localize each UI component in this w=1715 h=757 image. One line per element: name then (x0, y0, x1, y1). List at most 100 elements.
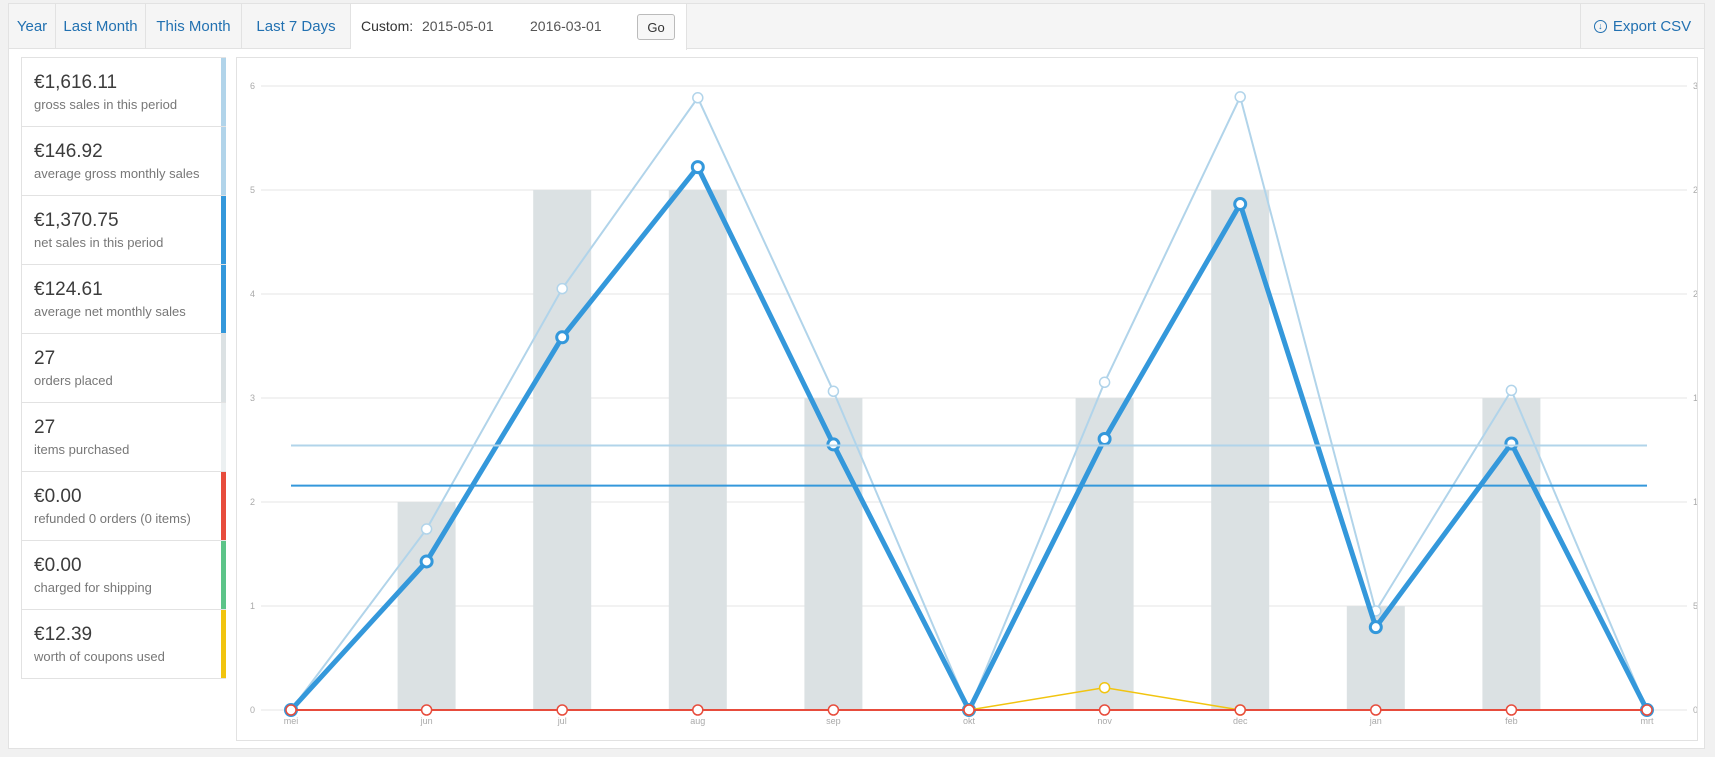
legend-description: gross sales in this period (34, 97, 178, 112)
y-left-tick-label: 4 (250, 289, 255, 299)
range-toolbar: Year Last Month This Month Last 7 Days C… (9, 4, 1704, 50)
series-point (1370, 704, 1382, 716)
legend-item[interactable]: €0.00 charged for shipping (22, 541, 226, 610)
y-left-tick-label: 1 (250, 601, 255, 611)
series-point (1098, 376, 1111, 389)
x-tick-label: mrt (1641, 716, 1654, 726)
report-panel: Year Last Month This Month Last 7 Days C… (8, 3, 1715, 749)
series-point (1505, 704, 1518, 716)
legend-item[interactable]: €146.92 average gross monthly sales (22, 127, 226, 196)
series-point (827, 704, 840, 716)
series-point (556, 704, 568, 716)
x-tick-label: jan (1369, 716, 1382, 726)
legend-item[interactable]: €1,616.11 gross sales in this period (22, 58, 226, 127)
legend-item[interactable]: €1,370.75 net sales in this period (22, 196, 226, 265)
series-point (420, 523, 433, 535)
x-tick-label: jun (420, 716, 433, 726)
y-left-tick-label: 5 (250, 185, 255, 195)
bar (668, 190, 727, 710)
bar (397, 502, 456, 710)
legend-value: €146.92 (34, 141, 103, 162)
y-right-tick-label: 0.00 (1693, 705, 1697, 715)
legend-description: items purchased (34, 442, 130, 457)
x-tick-label: dec (1233, 716, 1248, 726)
legend-value: €1,370.75 (34, 210, 119, 231)
chart-legend: €1,616.11 gross sales in this period €146.… (21, 57, 226, 679)
go-button[interactable]: Go (637, 14, 675, 40)
y-right-tick-label: 57.76 (1693, 601, 1697, 611)
series-point (1504, 436, 1519, 451)
legend-description: average net monthly sales (34, 304, 186, 319)
range-year-tab[interactable]: Year (9, 4, 56, 49)
legend-value: €12.39 (34, 624, 93, 645)
legend-description: orders placed (34, 373, 113, 388)
x-tick-label: nov (1097, 716, 1112, 726)
end-date-field[interactable]: 2016-03-01 (530, 18, 602, 34)
series-point (1098, 681, 1111, 694)
series-line (290, 93, 1648, 713)
bar (533, 190, 592, 710)
range-last-7-days-tab[interactable]: Last 7 Days (242, 4, 351, 49)
y-right-tick-label: 288.79 (1693, 185, 1697, 195)
series-point (1234, 704, 1246, 716)
legend-item[interactable]: 27 orders placed (22, 334, 226, 403)
y-right-tick-label: 115.52 (1693, 497, 1697, 507)
series-point (692, 704, 704, 716)
x-tick-label: aug (690, 716, 705, 726)
legend-color-bar (221, 472, 226, 540)
legend-color-bar (221, 196, 226, 264)
series-point (1641, 704, 1653, 716)
y-left-tick-label: 2 (250, 497, 255, 507)
series-point (1234, 91, 1246, 103)
legend-color-bar (221, 58, 226, 126)
series-point (556, 282, 568, 295)
export-csv-button[interactable]: ↓ Export CSV (1580, 4, 1704, 49)
series-point (827, 385, 840, 398)
legend-item[interactable]: €0.00 refunded 0 orders (0 items) (22, 472, 226, 541)
legend-description: net sales in this period (34, 235, 164, 250)
legend-description: average gross monthly sales (34, 166, 200, 181)
export-csv-label: Export CSV (1612, 18, 1692, 35)
y-right-tick-label: 173.27 (1693, 393, 1697, 403)
legend-item[interactable]: €124.61 average net monthly sales (22, 265, 226, 334)
legend-item[interactable]: 27 items purchased (22, 403, 226, 472)
y-right-tick-label: 346.55 (1693, 81, 1697, 91)
range-this-month-tab[interactable]: This Month (146, 4, 242, 49)
legend-color-bar (221, 265, 226, 333)
legend-value: 27 (34, 348, 56, 369)
series-point (826, 437, 841, 452)
legend-color-bar (221, 541, 226, 609)
legend-value: 27 (34, 417, 56, 438)
bar (1075, 398, 1134, 710)
series-point (963, 704, 975, 716)
sales-chart-svg: 0 0.00 1 57.76 2 115.52 3 173.27 4 231.03 5 288.79 6… (250, 81, 1715, 726)
series-line (289, 162, 1650, 716)
x-tick-label: feb (1505, 716, 1518, 726)
legend-color-bar (221, 403, 226, 471)
legend-description: worth of coupons used (34, 649, 165, 664)
y-left-tick-label: 6 (250, 81, 255, 91)
custom-label: Custom: (361, 18, 414, 34)
series-point (1098, 704, 1111, 716)
legend-color-bar (221, 334, 226, 402)
legend-value: €124.61 (34, 279, 103, 300)
x-tick-label: sep (826, 716, 841, 726)
series-point (419, 554, 434, 569)
legend-description: refunded 0 orders (0 items) (34, 511, 191, 526)
sales-chart: 0 0.00 1 57.76 2 115.52 3 173.27 4 231.03 5 288.79 6… (236, 57, 1715, 741)
legend-color-bar (221, 127, 226, 195)
series-point (1368, 620, 1383, 635)
legend-color-bar (221, 610, 226, 678)
start-date-field[interactable]: 2015-05-01 (422, 18, 494, 34)
x-tick-label: jul (557, 716, 567, 726)
range-last-month-tab[interactable]: Last Month (56, 4, 146, 49)
series-point (1233, 197, 1248, 212)
series-point (285, 704, 297, 716)
series-point (692, 92, 704, 104)
series-point (690, 160, 705, 175)
download-circle-icon: ↓ (1593, 20, 1607, 33)
x-tick-label: mei (284, 716, 299, 726)
series-point (1097, 432, 1112, 447)
legend-item[interactable]: €12.39 worth of coupons used (22, 610, 226, 679)
x-tick-label: okt (963, 716, 976, 726)
